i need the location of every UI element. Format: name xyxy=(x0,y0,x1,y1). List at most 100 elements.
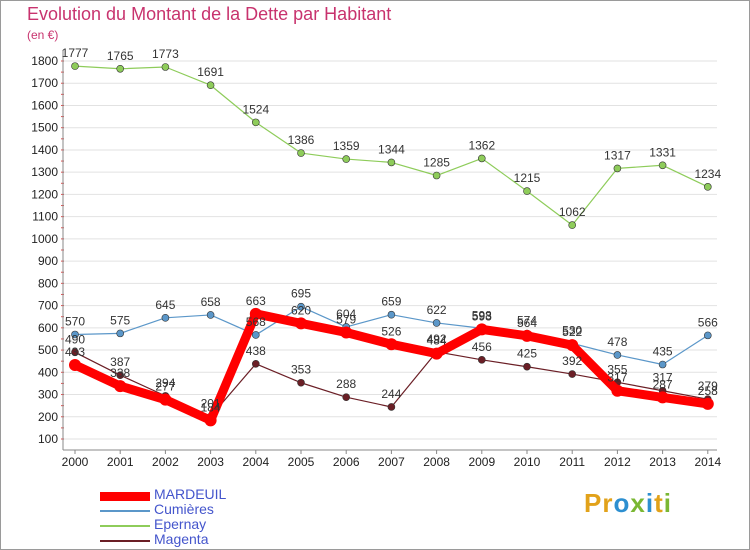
data-label: 658 xyxy=(201,295,221,309)
point-mardeuil xyxy=(385,338,398,351)
y-tick-label: 700 xyxy=(38,299,58,313)
data-label: 277 xyxy=(155,380,175,394)
y-tick-label: 1700 xyxy=(31,76,58,90)
logo-letter: o xyxy=(613,488,631,518)
point-epernay xyxy=(523,187,531,195)
y-tick-label: 100 xyxy=(38,432,58,446)
x-tick-label: 2011 xyxy=(559,455,585,469)
data-label: 568 xyxy=(246,315,266,329)
data-label: 1062 xyxy=(559,205,586,219)
point-cumières xyxy=(116,329,124,338)
x-tick-label: 2000 xyxy=(62,455,89,469)
point-epernay xyxy=(342,155,351,163)
point-cumières xyxy=(161,314,170,322)
data-label: 1317 xyxy=(604,148,631,162)
point-cumières xyxy=(252,331,260,339)
x-tick-label: 2007 xyxy=(378,455,405,469)
logo-letter: i xyxy=(645,488,655,518)
point-magenta xyxy=(252,360,260,368)
point-mardeuil xyxy=(340,326,353,339)
point-cumières xyxy=(206,311,215,319)
y-tick-label: 600 xyxy=(38,321,58,335)
point-mardeuil xyxy=(430,347,443,360)
point-magenta xyxy=(116,371,124,379)
data-label: 288 xyxy=(336,377,356,391)
x-tick-label: 2010 xyxy=(514,455,541,469)
legend-label: Cumières xyxy=(154,501,214,517)
data-label: 1777 xyxy=(62,46,89,60)
x-tick-label: 2003 xyxy=(197,455,224,469)
point-epernay xyxy=(568,221,577,229)
data-label: 244 xyxy=(381,387,401,401)
unit-label: (en €) xyxy=(27,28,59,42)
data-label: 258 xyxy=(698,384,718,398)
data-label: 478 xyxy=(607,335,627,349)
point-epernay xyxy=(161,63,170,71)
x-tick-label: 2013 xyxy=(649,455,676,469)
data-label: 570 xyxy=(65,314,85,328)
point-mardeuil xyxy=(521,329,533,342)
legend-swatch xyxy=(100,510,150,512)
data-label: 484 xyxy=(427,334,447,348)
data-label: 435 xyxy=(653,345,673,359)
logo-letter: P xyxy=(584,488,603,518)
legend-swatch xyxy=(100,491,150,501)
data-label: 492 xyxy=(427,332,447,346)
point-epernay xyxy=(116,64,124,73)
y-tick-label: 1200 xyxy=(31,187,58,201)
point-cumières xyxy=(432,319,441,327)
data-label: 579 xyxy=(336,312,356,326)
data-label: 392 xyxy=(562,354,582,368)
point-epernay xyxy=(703,183,712,191)
point-mardeuil xyxy=(159,393,172,406)
legend-label: Epernay xyxy=(154,516,207,532)
data-label: 1362 xyxy=(468,138,495,152)
legend-swatch xyxy=(100,540,150,542)
point-epernay xyxy=(477,154,486,163)
data-label: 1524 xyxy=(242,102,269,116)
y-tick-label: 900 xyxy=(38,254,58,268)
logo-letter: t xyxy=(654,488,664,518)
point-mardeuil xyxy=(249,307,262,320)
x-tick-label: 2002 xyxy=(152,455,179,469)
point-cumières xyxy=(387,310,396,319)
data-label: 622 xyxy=(427,303,447,317)
point-mardeuil xyxy=(475,323,488,336)
y-tick-label: 500 xyxy=(38,343,58,357)
data-label: 1765 xyxy=(107,49,134,63)
point-cumières xyxy=(613,351,622,359)
data-label: 1331 xyxy=(649,145,676,159)
point-mardeuil xyxy=(114,380,127,393)
x-tick-label: 2004 xyxy=(242,455,269,469)
x-tick-label: 2009 xyxy=(468,455,495,469)
x-tick-label: 2014 xyxy=(694,455,721,469)
y-tick-label: 1000 xyxy=(31,232,58,246)
data-label: 530 xyxy=(562,323,582,337)
legend-swatch xyxy=(100,525,150,527)
point-cumières xyxy=(71,330,79,339)
data-label: 287 xyxy=(653,377,673,391)
y-tick-label: 1800 xyxy=(31,54,58,68)
logo-letter: i xyxy=(663,488,672,518)
data-label: 1386 xyxy=(288,133,315,147)
data-label: 566 xyxy=(698,315,718,329)
data-label: 1285 xyxy=(423,156,450,170)
data-label: 353 xyxy=(291,363,311,377)
chart-title: Evolution du Montant de la Dette par Hab… xyxy=(27,4,392,24)
data-label: 1359 xyxy=(333,139,360,153)
data-label: 1691 xyxy=(197,65,224,79)
y-tick-label: 800 xyxy=(38,276,58,290)
point-magenta xyxy=(387,403,396,411)
data-label: 294 xyxy=(155,376,175,390)
data-label: 355 xyxy=(607,362,627,376)
data-label: 522 xyxy=(562,325,582,339)
y-tick-label: 200 xyxy=(38,410,58,424)
data-label: 575 xyxy=(110,313,130,327)
point-mardeuil xyxy=(701,397,714,410)
point-mardeuil xyxy=(204,414,217,427)
legend-label: MARDEUIL xyxy=(154,486,227,502)
data-label: 1344 xyxy=(378,142,405,156)
y-tick-label: 1100 xyxy=(32,210,58,224)
data-label: 279 xyxy=(698,379,718,393)
x-tick-label: 2005 xyxy=(288,455,315,469)
